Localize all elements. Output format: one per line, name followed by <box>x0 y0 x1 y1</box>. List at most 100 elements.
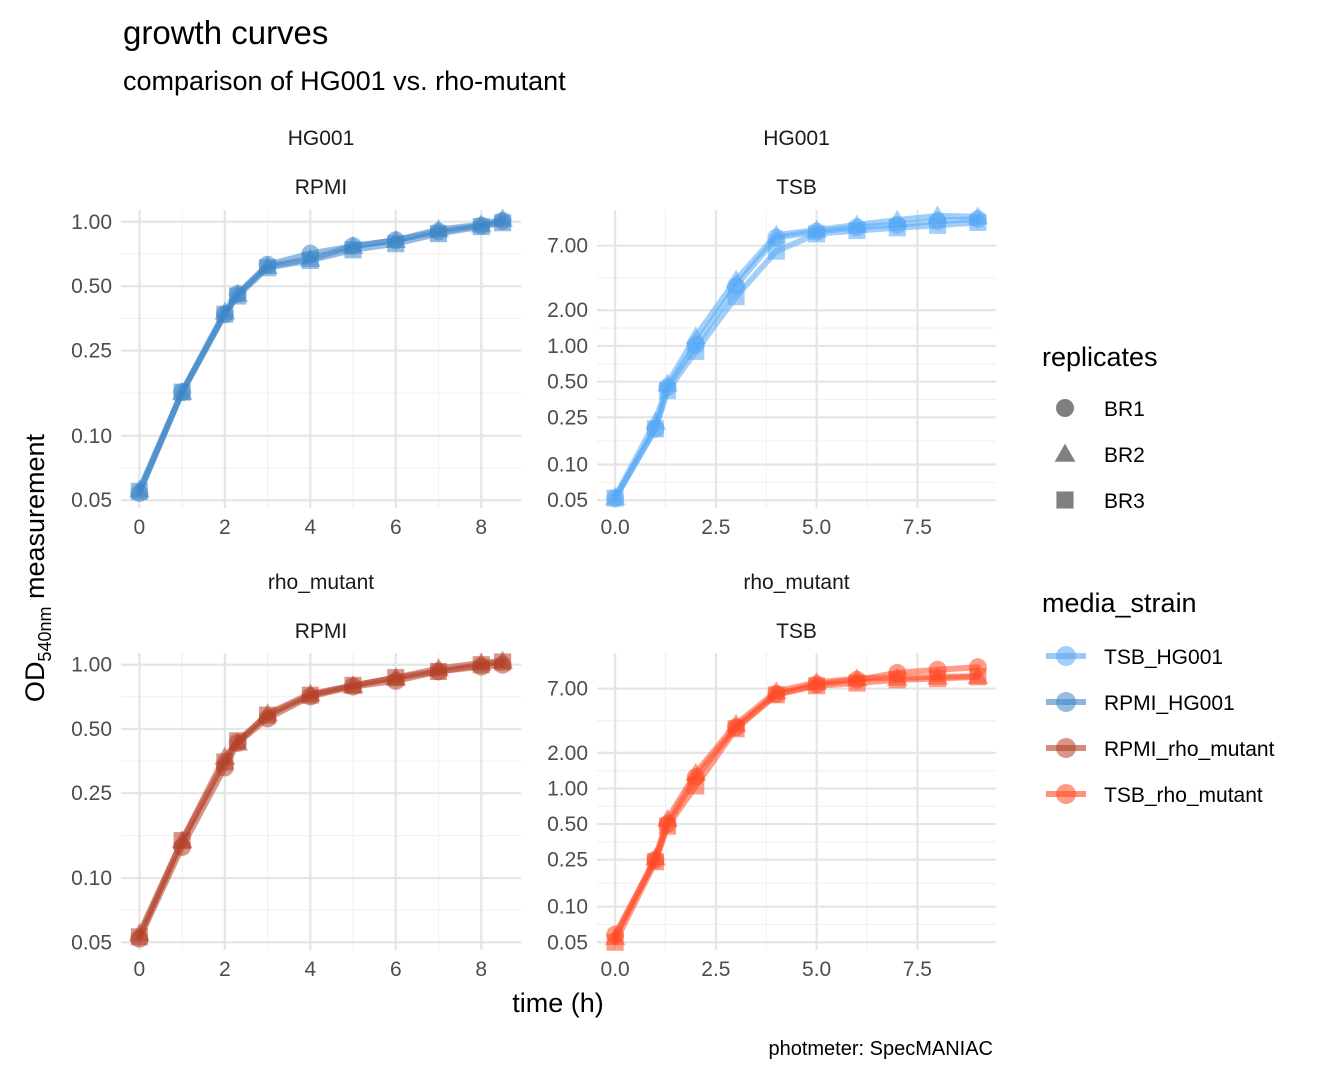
x-tick-label: 5.0 <box>802 958 831 981</box>
y-tick-label: 1.00 <box>547 335 588 358</box>
y-tick-label: 7.00 <box>547 678 588 701</box>
data-point <box>969 213 987 231</box>
series-line <box>136 658 506 937</box>
series-line <box>612 212 981 501</box>
data-point <box>685 326 707 345</box>
data-point <box>767 686 785 704</box>
y-tick-label: 0.05 <box>547 489 588 512</box>
facet-panel: 0.0 2.5 5.0 7.5 0.05 0.10 0.25 0.50 1.00 2.00 7.00… <box>547 127 996 539</box>
y-tick-label: 7.00 <box>547 235 588 258</box>
facet-panels: 0 2 4 6 8 0.05 0.10 0.25 0.50 1.00 HG001 RPMI 0.0 2.5… <box>71 127 996 981</box>
caption: photmeter: SpecMANIAC <box>768 1038 993 1060</box>
data-point <box>130 928 148 946</box>
data-point <box>173 383 191 401</box>
data-point <box>969 668 987 686</box>
data-point <box>344 241 362 259</box>
x-tick-label: 0.0 <box>601 516 630 539</box>
data-point <box>727 720 745 738</box>
y-tick-label: 0.50 <box>71 718 112 741</box>
data-point <box>301 251 319 269</box>
facet-strip-strain: HG001 <box>763 127 830 150</box>
y-axis-title-rest: measurement <box>20 433 50 606</box>
x-tick-label: 6 <box>390 958 402 981</box>
y-tick-label: 0.10 <box>547 896 588 919</box>
legend-label: RPMI_rho_mutant <box>1104 738 1275 761</box>
x-tick-label: 2.5 <box>701 516 730 539</box>
legend-replicates-title: replicates <box>1042 342 1158 372</box>
legend-label: TSB_HG001 <box>1104 646 1223 669</box>
data-point <box>472 217 490 236</box>
y-tick-label: 0.05 <box>71 931 112 954</box>
y-tick-label: 0.50 <box>547 371 588 394</box>
data-point <box>888 219 906 237</box>
data-point <box>494 653 512 671</box>
x-tick-label: 0 <box>134 516 146 539</box>
facet-strip-media: TSB <box>776 176 817 199</box>
x-tick-label: 0 <box>134 958 146 981</box>
data-point <box>646 420 664 438</box>
data-point <box>259 259 277 277</box>
legend-key-triangle <box>1054 443 1076 462</box>
data-point <box>229 287 247 305</box>
legend-key-point <box>1056 692 1076 712</box>
facet-panel: 0.0 2.5 5.0 7.5 0.05 0.10 0.25 0.50 1.00 2.00 7.00… <box>547 571 996 981</box>
legend-key-circle <box>1056 399 1074 417</box>
x-tick-label: 6 <box>390 516 402 539</box>
data-point <box>173 831 191 850</box>
data-point <box>725 269 747 288</box>
y-tick-label: 0.10 <box>71 425 112 448</box>
y-tick-label: 0.10 <box>547 454 588 477</box>
data-point <box>494 214 512 232</box>
x-tick-label: 0.0 <box>601 958 630 981</box>
x-tick-label: 4 <box>304 516 316 539</box>
data-point <box>301 686 319 704</box>
data-point <box>606 489 624 507</box>
series-line <box>136 661 506 942</box>
facet-strip-strain: rho_mutant <box>268 571 374 594</box>
series-line <box>136 217 506 497</box>
y-axis-title: OD540nm measurement <box>20 433 55 702</box>
data-point <box>259 706 277 724</box>
legend-media-strain: media_strain TSB_HG001 RPMI_HG001 RPMI_rho… <box>1042 588 1275 807</box>
legend-label: BR3 <box>1104 490 1145 513</box>
data-point <box>687 342 705 360</box>
data-point <box>658 817 677 835</box>
y-tick-label: 0.50 <box>71 275 112 298</box>
data-point <box>429 662 448 681</box>
series-line <box>136 219 506 495</box>
legend-label: RPMI_HG001 <box>1104 692 1235 715</box>
data-point <box>387 669 405 687</box>
x-tick-label: 2 <box>219 516 231 539</box>
y-tick-label: 1.00 <box>71 211 112 234</box>
data-point <box>606 933 624 951</box>
data-point <box>685 762 707 781</box>
data-point <box>929 216 947 234</box>
data-point <box>429 225 448 243</box>
series-line <box>612 673 981 941</box>
legend-label: BR1 <box>1104 398 1145 421</box>
series-line <box>612 216 981 502</box>
legend-key-point <box>1056 646 1076 666</box>
data-point <box>767 242 785 260</box>
legend-media-strain-title: media_strain <box>1042 588 1197 618</box>
data-point <box>888 671 906 689</box>
data-point <box>727 288 745 306</box>
x-axis-title: time (h) <box>512 988 604 1018</box>
data-point <box>808 677 826 695</box>
y-axis-title-subscript: 540nm <box>35 607 55 662</box>
data-point <box>229 732 247 750</box>
x-tick-label: 7.5 <box>903 516 932 539</box>
legend-key-point <box>1056 784 1076 804</box>
x-tick-label: 4 <box>304 958 316 981</box>
x-tick-label: 5.0 <box>802 516 831 539</box>
chart-title: growth curves <box>123 14 328 51</box>
legend-key-point <box>1056 738 1076 758</box>
data-point <box>808 225 826 243</box>
data-point <box>216 753 234 771</box>
chart-subtitle: comparison of HG001 vs. rho-mutant <box>123 66 566 96</box>
data-point <box>848 221 866 240</box>
data-point <box>687 777 705 795</box>
facet-strip-strain: rho_mutant <box>743 571 849 594</box>
x-tick-label: 2.5 <box>701 958 730 981</box>
facet-strip-strain: HG001 <box>288 127 355 150</box>
